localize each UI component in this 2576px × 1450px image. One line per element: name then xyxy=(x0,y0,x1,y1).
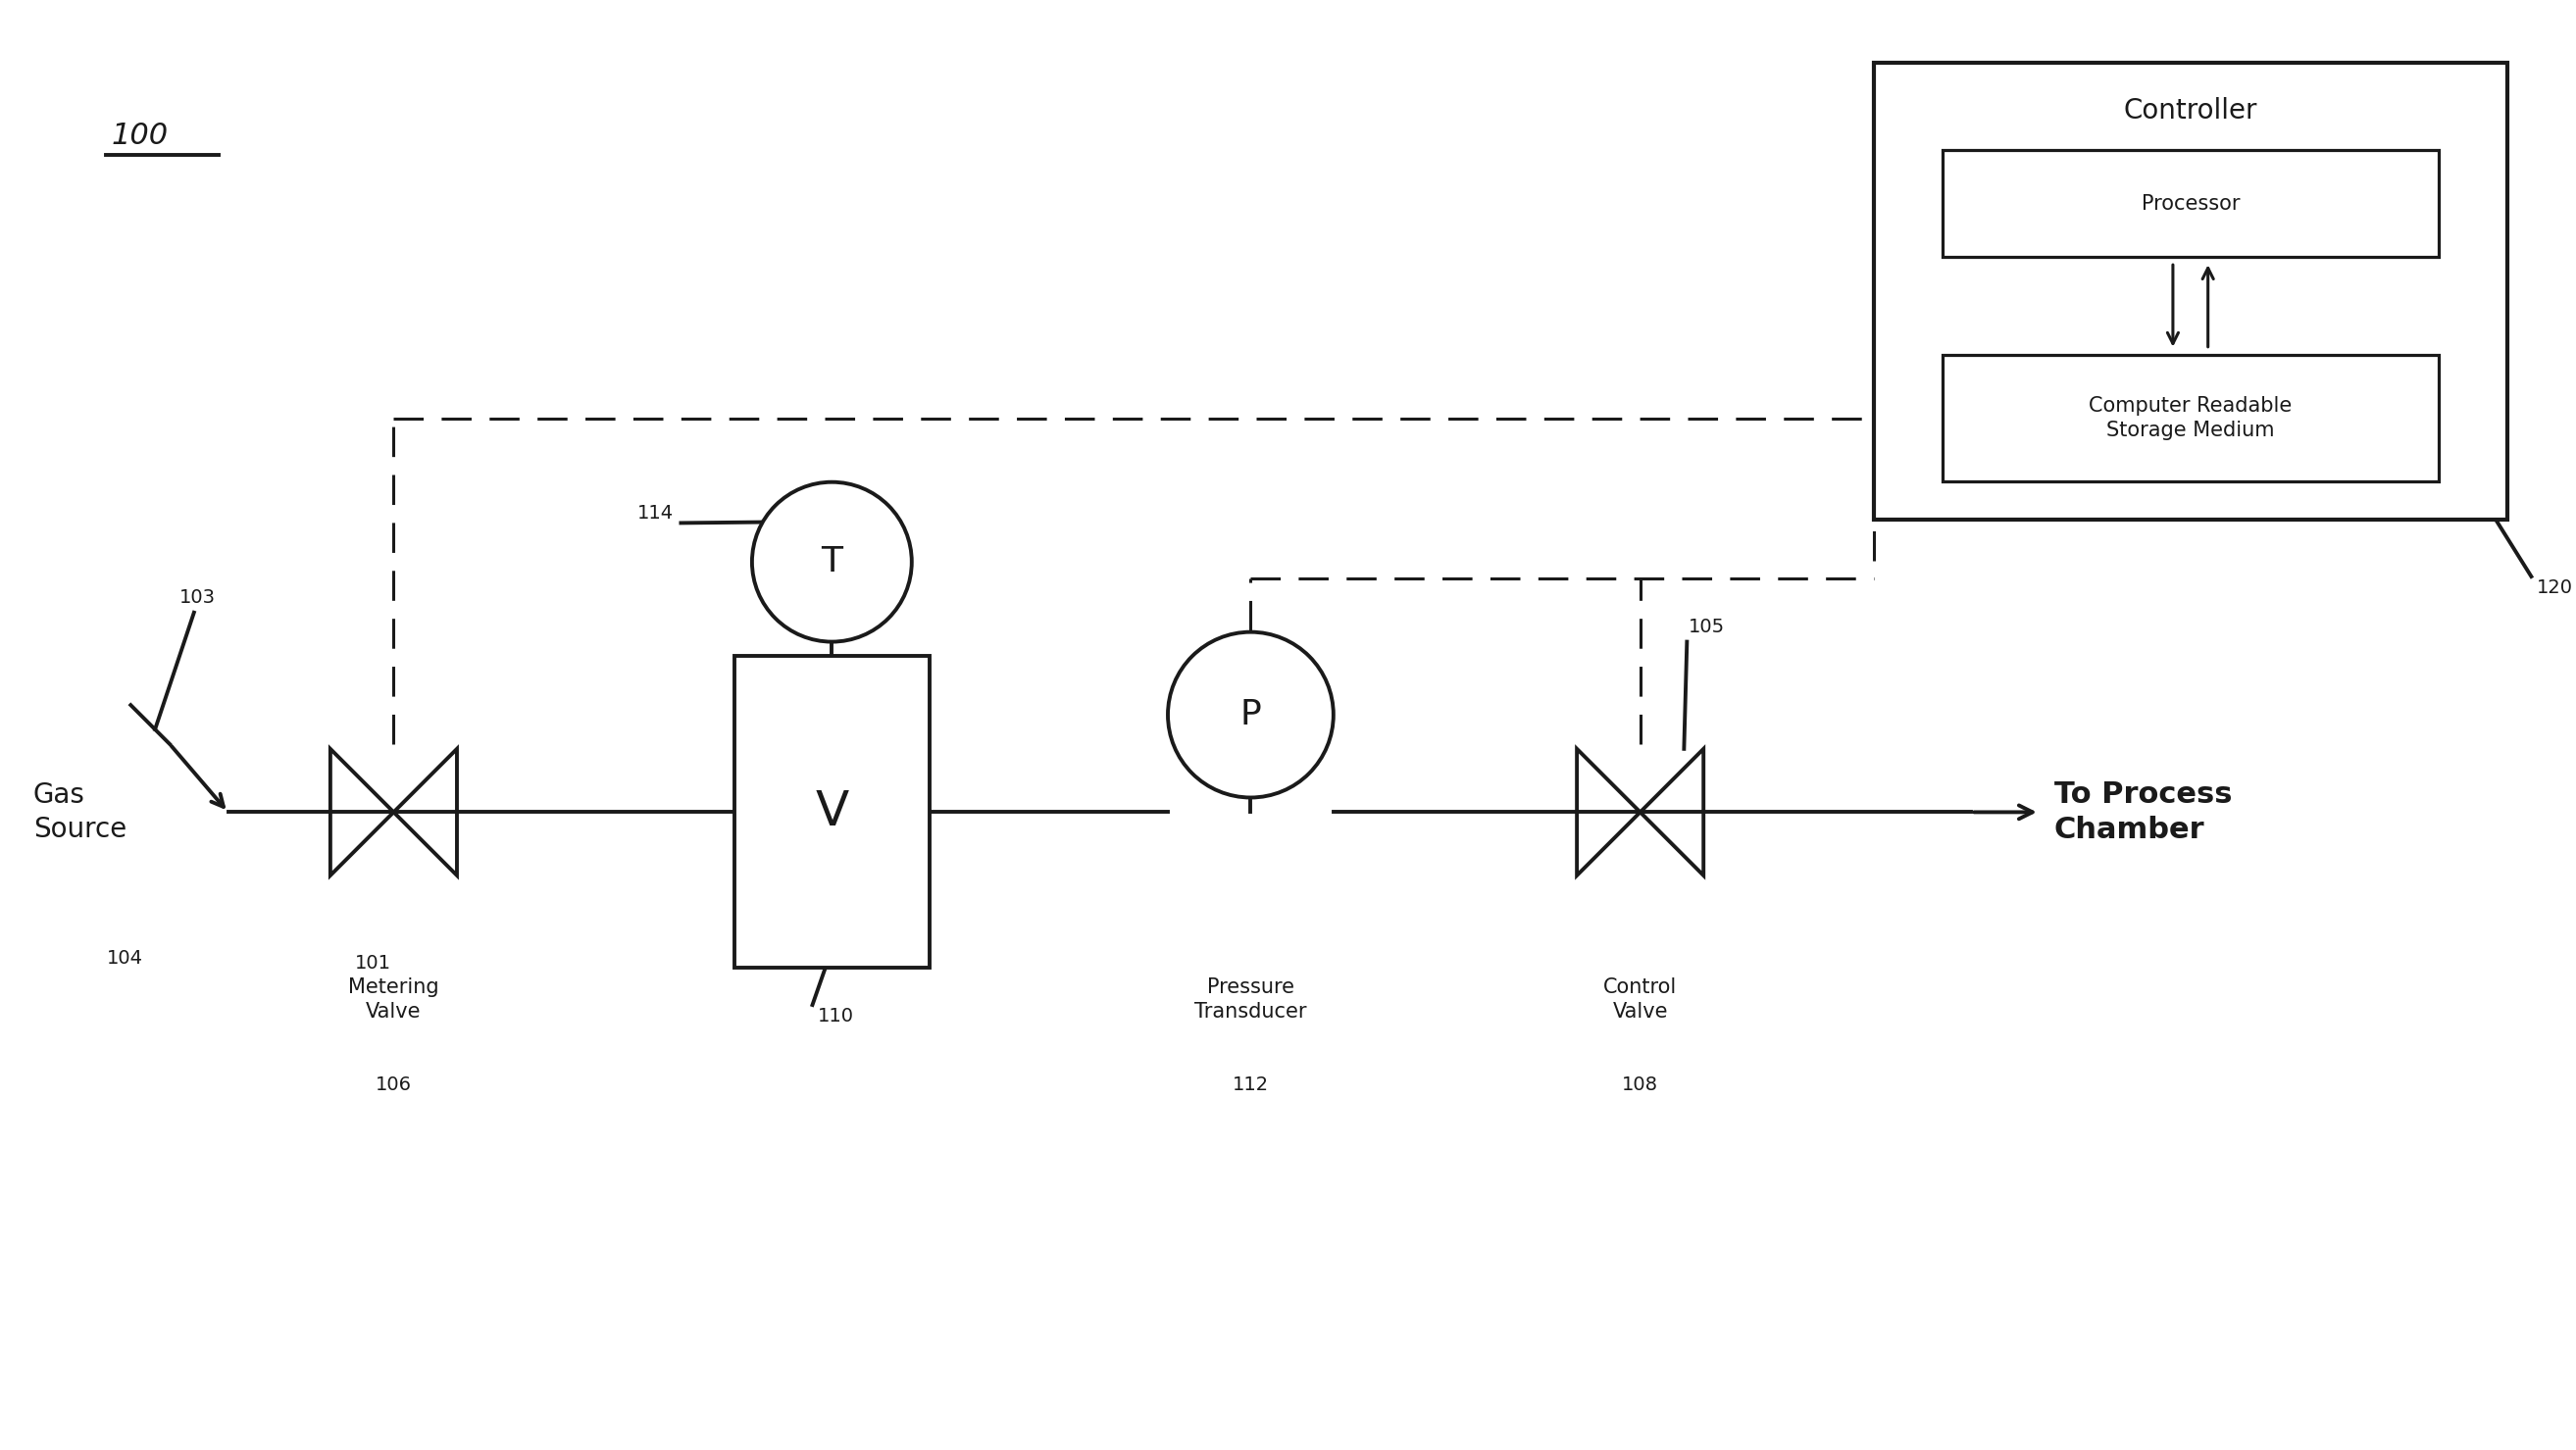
Text: Gas
Source: Gas Source xyxy=(33,782,126,842)
Text: 103: 103 xyxy=(180,589,216,608)
Text: 106: 106 xyxy=(376,1074,412,1093)
Text: 105: 105 xyxy=(1690,618,1726,637)
Text: 110: 110 xyxy=(817,1008,853,1027)
Text: Computer Readable
Storage Medium: Computer Readable Storage Medium xyxy=(2089,396,2293,439)
Text: 100: 100 xyxy=(111,122,167,149)
Text: V: V xyxy=(814,789,848,835)
Polygon shape xyxy=(1641,748,1703,876)
FancyBboxPatch shape xyxy=(1942,354,2439,481)
Text: 104: 104 xyxy=(106,948,142,967)
Circle shape xyxy=(752,481,912,642)
FancyBboxPatch shape xyxy=(1942,149,2439,257)
Polygon shape xyxy=(1577,748,1641,876)
Polygon shape xyxy=(394,748,456,876)
Text: T: T xyxy=(822,545,842,579)
Text: Controller: Controller xyxy=(2123,97,2257,125)
Text: To Process
Chamber: To Process Chamber xyxy=(2053,780,2231,844)
Polygon shape xyxy=(330,748,394,876)
Text: 112: 112 xyxy=(1231,1074,1270,1093)
Text: 120: 120 xyxy=(2537,579,2573,597)
Text: 101: 101 xyxy=(355,954,392,973)
FancyBboxPatch shape xyxy=(1873,62,2506,521)
Text: Processor: Processor xyxy=(2141,194,2239,213)
Text: 108: 108 xyxy=(1623,1074,1659,1093)
Text: Pressure
Transducer: Pressure Transducer xyxy=(1195,977,1306,1022)
Text: P: P xyxy=(1239,697,1262,731)
Text: Control
Valve: Control Valve xyxy=(1602,977,1677,1022)
Text: Metering
Valve: Metering Valve xyxy=(348,977,438,1022)
Circle shape xyxy=(1167,632,1334,798)
FancyBboxPatch shape xyxy=(734,657,930,969)
Text: 114: 114 xyxy=(636,505,672,522)
